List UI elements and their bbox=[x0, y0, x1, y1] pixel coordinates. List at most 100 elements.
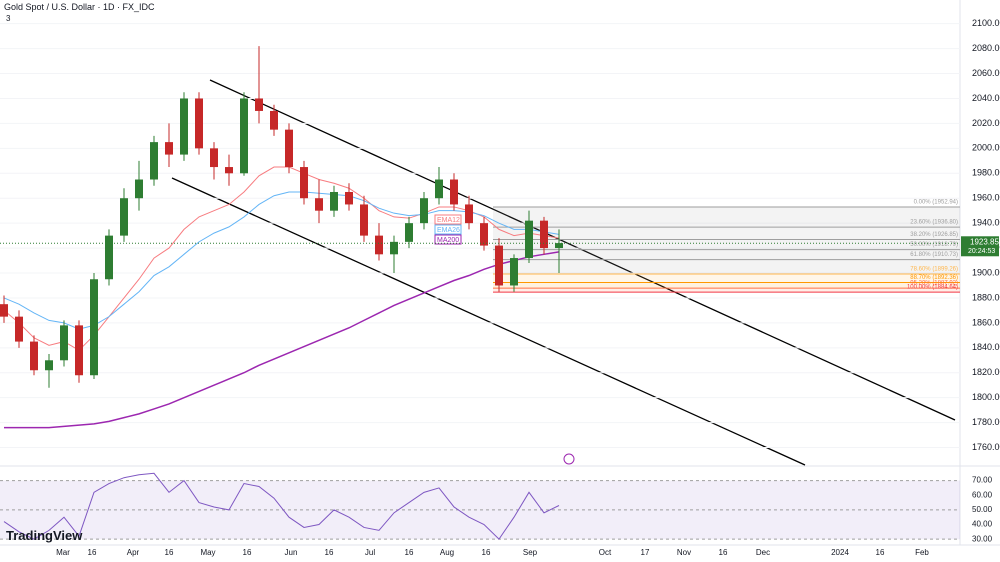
y-tick-label: 1840.00 bbox=[972, 342, 1000, 352]
x-tick-label: Jun bbox=[285, 548, 298, 557]
y-tick-label: 1900.00 bbox=[972, 267, 1000, 277]
candle-body bbox=[450, 179, 458, 205]
candle-body bbox=[210, 148, 218, 168]
fib-label: 38.20% (1926.85) bbox=[910, 232, 958, 238]
x-tick-label: Oct bbox=[599, 548, 612, 557]
candle-body bbox=[555, 243, 563, 249]
fib-label: 0.00% (1952.94) bbox=[914, 200, 958, 206]
candle-body bbox=[60, 325, 68, 361]
candle-body bbox=[435, 179, 443, 199]
candle-body bbox=[195, 98, 203, 149]
x-tick-label: 16 bbox=[482, 548, 491, 557]
y-tick-label: 1940.00 bbox=[972, 218, 1000, 228]
fib-label: 95.20% (1887.92) bbox=[910, 281, 958, 287]
ma-legend-box bbox=[434, 214, 462, 225]
y-tick-label: 1780.00 bbox=[972, 417, 1000, 427]
candle-body bbox=[105, 235, 113, 280]
fib-band bbox=[493, 249, 960, 260]
rsi-line bbox=[3, 472, 560, 540]
candle-body bbox=[90, 279, 98, 376]
candle-body bbox=[540, 220, 548, 249]
candle-body bbox=[135, 179, 143, 199]
ma-legend-label: EMA26 bbox=[437, 227, 460, 234]
candle-body bbox=[360, 204, 368, 236]
y-tick-label: 70.00 bbox=[972, 476, 993, 485]
candle-body bbox=[30, 341, 38, 371]
symbol-title[interactable]: Gold Spot / U.S. Dollar · 1D · FX_IDC bbox=[4, 2, 155, 12]
candle-body bbox=[300, 167, 308, 199]
candle-body bbox=[75, 325, 83, 376]
ma-legend-label: EMA12 bbox=[437, 217, 460, 224]
y-tick-label: 1820.00 bbox=[972, 367, 1000, 377]
fib-label: 23.60% (1936.80) bbox=[910, 220, 958, 226]
candle-body bbox=[465, 204, 473, 224]
candle-body bbox=[240, 98, 248, 174]
y-tick-label: 1980.00 bbox=[972, 168, 1000, 178]
candle-body bbox=[15, 316, 23, 342]
y-tick-label: 2080.00 bbox=[972, 43, 1000, 53]
candle-body bbox=[330, 191, 338, 211]
candle-body bbox=[270, 110, 278, 130]
fib-band bbox=[493, 273, 960, 283]
y-tick-label: 1760.00 bbox=[972, 442, 1000, 452]
x-tick-label: May bbox=[200, 548, 215, 557]
candle-body bbox=[390, 241, 398, 255]
x-tick-label: 2024 bbox=[831, 548, 849, 557]
fib-label: 88.70% (1892.36) bbox=[910, 275, 958, 281]
x-tick-label: 16 bbox=[719, 548, 728, 557]
x-tick-label: Aug bbox=[440, 548, 454, 557]
candle-body bbox=[150, 142, 158, 180]
event-icon[interactable] bbox=[563, 453, 575, 465]
ma-legend-box bbox=[434, 224, 462, 235]
ma-legend-label: MA200 bbox=[437, 237, 459, 244]
y-tick-label: 30.00 bbox=[972, 534, 993, 543]
candle-body bbox=[315, 198, 323, 211]
y-tick-label: 1880.00 bbox=[972, 292, 1000, 302]
x-tick-label: Nov bbox=[677, 548, 691, 557]
x-tick-label: Mar bbox=[56, 548, 70, 557]
last-price-label: 1923.85 bbox=[970, 237, 999, 246]
fib-label: 100.00% (1884.64) bbox=[907, 285, 958, 291]
fib-band bbox=[493, 239, 960, 250]
candle-body bbox=[255, 98, 263, 111]
candle-body bbox=[510, 258, 518, 286]
candle-body bbox=[120, 198, 128, 236]
x-tick-label: Dec bbox=[756, 548, 770, 557]
ma-legend-box bbox=[434, 234, 462, 245]
x-tick-label: Feb bbox=[915, 548, 929, 557]
x-tick-label: 16 bbox=[243, 548, 252, 557]
candle-body bbox=[285, 129, 293, 168]
last-price-box bbox=[961, 236, 999, 257]
y-tick-label: 2100.00 bbox=[972, 18, 1000, 28]
fib-label: 50.00% (1918.79) bbox=[910, 242, 958, 248]
y-tick-label: 1960.00 bbox=[972, 193, 1000, 203]
y-tick-label: 40.00 bbox=[972, 520, 993, 529]
x-tick-label: 17 bbox=[641, 548, 650, 557]
x-tick-label: 16 bbox=[876, 548, 885, 557]
countdown-label: 20:24:53 bbox=[968, 248, 995, 255]
y-tick-label: 2020.00 bbox=[972, 118, 1000, 128]
y-tick-label: 50.00 bbox=[972, 505, 993, 514]
y-tick-label: 1800.00 bbox=[972, 392, 1000, 402]
indicator-count[interactable]: 3 bbox=[6, 14, 11, 23]
channel-lower bbox=[171, 177, 806, 466]
brand-logo[interactable]: TradingView bbox=[6, 528, 83, 543]
fib-label: 61.80% (1910.73) bbox=[910, 252, 958, 258]
x-tick-label: 16 bbox=[325, 548, 334, 557]
candle-body bbox=[480, 223, 488, 246]
fib-band bbox=[493, 227, 960, 240]
candle-body bbox=[405, 223, 413, 242]
candle-body bbox=[525, 220, 533, 259]
x-tick-label: Jul bbox=[365, 548, 375, 557]
candle-body bbox=[45, 360, 53, 371]
y-tick-label: 2000.00 bbox=[972, 143, 1000, 153]
fib-band bbox=[493, 259, 960, 274]
x-tick-label: 16 bbox=[405, 548, 414, 557]
candle-body bbox=[420, 198, 428, 224]
candle-body bbox=[180, 98, 188, 155]
candle-body bbox=[495, 245, 503, 286]
fib-band bbox=[493, 282, 960, 289]
y-tick-label: 2040.00 bbox=[972, 93, 1000, 103]
